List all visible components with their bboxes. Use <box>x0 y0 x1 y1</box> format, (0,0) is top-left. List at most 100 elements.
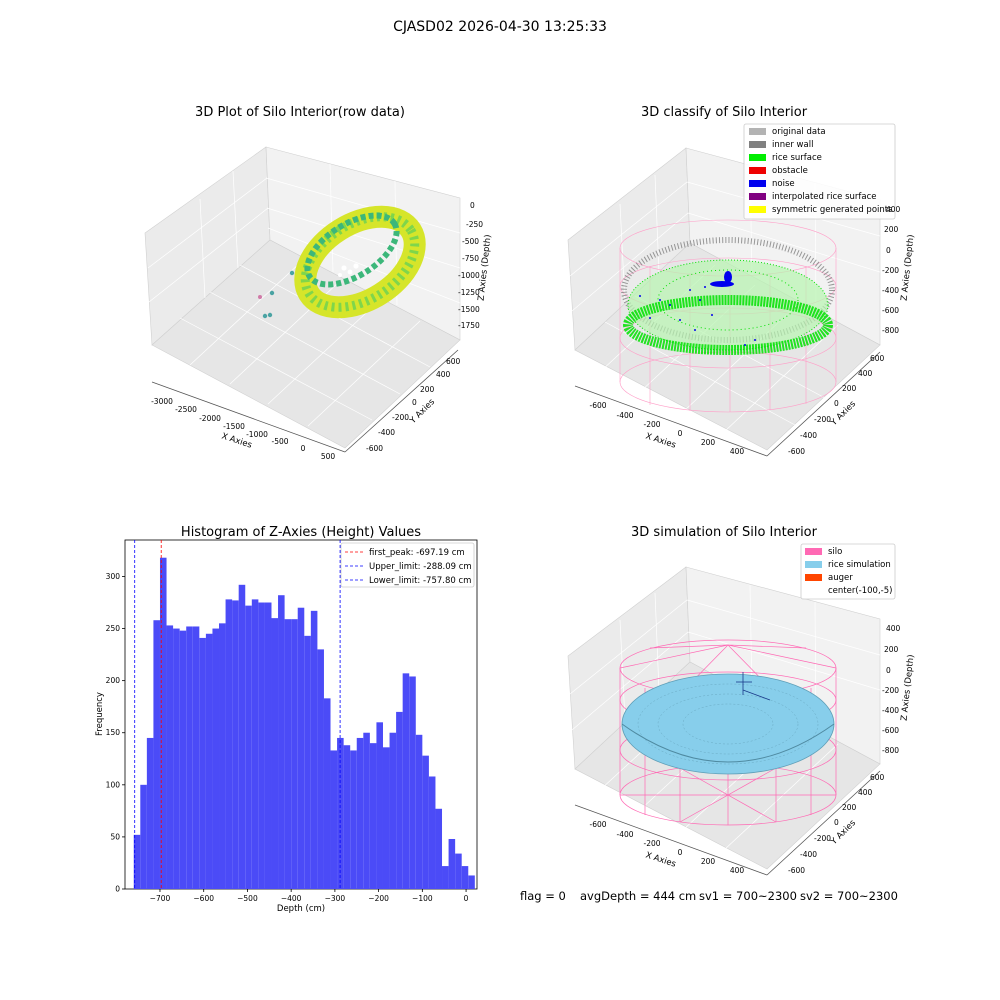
raw-ztick: -500 <box>462 237 479 246</box>
raw-xtick: -500 <box>271 437 288 446</box>
simulation-z-ticks: 400 200 0 -200 -400 -600 -800 <box>882 624 901 755</box>
histogram-xtick-label: −400 <box>281 894 302 903</box>
classify-ztick: 400 <box>886 205 901 214</box>
classify-rice-surface <box>623 259 833 355</box>
histogram-xtick-label: −600 <box>193 894 214 903</box>
histogram-title: Histogram of Z-Axies (Height) Values <box>181 525 421 540</box>
histogram-ytick-label: 0 <box>115 885 120 894</box>
raw-ztick: -250 <box>466 220 483 229</box>
histogram-bar <box>153 620 160 889</box>
raw-x-ticks: -3000 -2500 -2000 -1500 -1000 -500 0 500 <box>151 397 335 461</box>
histogram-bar <box>396 711 403 889</box>
simulation-ztick: 200 <box>884 645 899 654</box>
classify-legend: original data inner wall rice surface ob… <box>743 123 896 220</box>
histogram-bar <box>146 737 154 889</box>
simulation-ztick: -800 <box>882 746 899 755</box>
raw-ytick: 0 <box>412 398 417 407</box>
histogram-bar <box>409 676 416 889</box>
histogram-bar <box>225 599 233 889</box>
status-sv2: sv2 = 700~2300 <box>800 889 898 903</box>
classify-legend-label: inner wall <box>772 140 813 150</box>
simulation-ytick: -600 <box>788 866 805 875</box>
histogram-bar <box>219 623 226 889</box>
histogram-bar <box>140 784 147 889</box>
histogram-bar <box>468 875 475 889</box>
histogram-bar <box>415 734 423 889</box>
simulation-ytick: 0 <box>834 818 839 827</box>
classify-ytick: 400 <box>858 369 873 378</box>
classify-legend-label: obstacle <box>772 166 808 176</box>
histogram-bar <box>455 853 462 889</box>
simulation-ztick: -600 <box>882 726 899 735</box>
raw-title: 3D Plot of Silo Interior(row data) <box>195 105 405 120</box>
histogram-xtick-label: −100 <box>412 894 433 903</box>
classify-xtick: -600 <box>589 401 606 410</box>
histogram-bar <box>159 557 167 889</box>
panel-raw-3d: 3D Plot of Silo Interior(row data) <box>144 105 493 461</box>
classify-legend-label: rice surface <box>772 153 822 163</box>
histogram-xtick-label: 0 <box>464 894 469 903</box>
histogram-y-ticks: 0 50 100 150 200 250 300 <box>106 572 125 894</box>
raw-xtick: -3000 <box>151 397 173 406</box>
classify-ytick: 600 <box>870 354 885 363</box>
figure-suptitle: CJASD02 2026-04-30 13:25:33 <box>393 19 607 35</box>
histogram-bar <box>245 605 252 889</box>
raw-ztick: -1500 <box>458 305 480 314</box>
histogram-bar <box>310 610 318 889</box>
simulation-ztick: -200 <box>882 686 899 695</box>
raw-xtick: -2500 <box>175 405 197 414</box>
histogram-bar <box>323 698 331 889</box>
histogram-xlabel: Depth (cm) <box>277 904 325 914</box>
simulation-auger <box>736 672 771 701</box>
classify-y-ticks: -600 -400 -200 0 200 400 600 <box>788 354 885 456</box>
classify-xlabel: X Axies <box>644 431 677 450</box>
histogram-x-ticks: −700 −600 −500 −400 −300 −200 −100 0 <box>150 889 469 903</box>
classify-xtick: 0 <box>678 429 683 438</box>
histogram-bar <box>166 625 174 889</box>
histogram-bar <box>389 732 397 889</box>
status-footer: flag = 0 avgDepth = 444 cm sv1 = 700~230… <box>520 889 898 903</box>
simulation-xtick: -600 <box>589 820 606 829</box>
simulation-ytick: 400 <box>858 788 873 797</box>
histogram-ylabel: Frequency <box>95 692 105 736</box>
classify-y-axis-line <box>766 351 881 457</box>
histogram-bars <box>133 557 475 889</box>
simulation-ytick: -200 <box>814 834 831 843</box>
raw-ytick: 400 <box>436 370 451 379</box>
classify-zlabel: Z Axies (Depth) <box>900 234 917 301</box>
raw-ytick: -400 <box>378 428 395 437</box>
classify-ylabel: Y Axies <box>828 399 858 429</box>
classify-ytick: -200 <box>814 415 831 424</box>
histogram-legend: first_peak: -697.19 cm Upper_limit: -288… <box>340 542 475 588</box>
histogram-bar <box>179 630 187 889</box>
raw-y-ticks: -600 -400 -200 0 200 400 600 <box>366 357 461 453</box>
simulation-legend-swatch <box>805 548 822 555</box>
classify-legend-label: symmetric generated points <box>772 205 893 215</box>
raw-ztick: -1000 <box>458 271 480 280</box>
simulation-zlabel: Z Axies (Depth) <box>900 654 917 721</box>
histogram-bar <box>251 599 259 889</box>
status-flag: flag = 0 <box>520 889 566 903</box>
simulation-xtick: 400 <box>730 866 745 875</box>
raw-floor-pane <box>151 239 461 449</box>
simulation-y-ticks: -600 -400 -200 0 200 400 600 <box>788 773 885 875</box>
histogram-bar <box>376 722 383 889</box>
simulation-legend-frame <box>800 543 896 600</box>
histogram-bar <box>428 776 436 889</box>
simulation-legend-label: rice simulation <box>828 560 891 570</box>
histogram-bar <box>212 628 220 889</box>
classify-z-ticks: 400 200 0 -200 -400 -600 -800 <box>882 205 901 335</box>
classify-legend-swatch <box>749 193 766 200</box>
histogram-bar <box>192 626 200 889</box>
histogram-bar <box>291 619 298 889</box>
panel-histogram: Histogram of Z-Axies (Height) Values −70… <box>95 525 478 914</box>
raw-xtick: 500 <box>321 452 336 461</box>
classify-xtick: -400 <box>616 411 633 420</box>
histogram-bar <box>264 602 272 889</box>
raw-ztick: -1250 <box>458 288 480 297</box>
histogram-bar <box>232 600 239 889</box>
classify-legend-swatch <box>749 141 766 148</box>
simulation-x-ticks: -600 -400 -200 0 200 400 <box>589 820 744 875</box>
histogram-legend-label: first_peak: -697.19 cm <box>369 548 465 558</box>
